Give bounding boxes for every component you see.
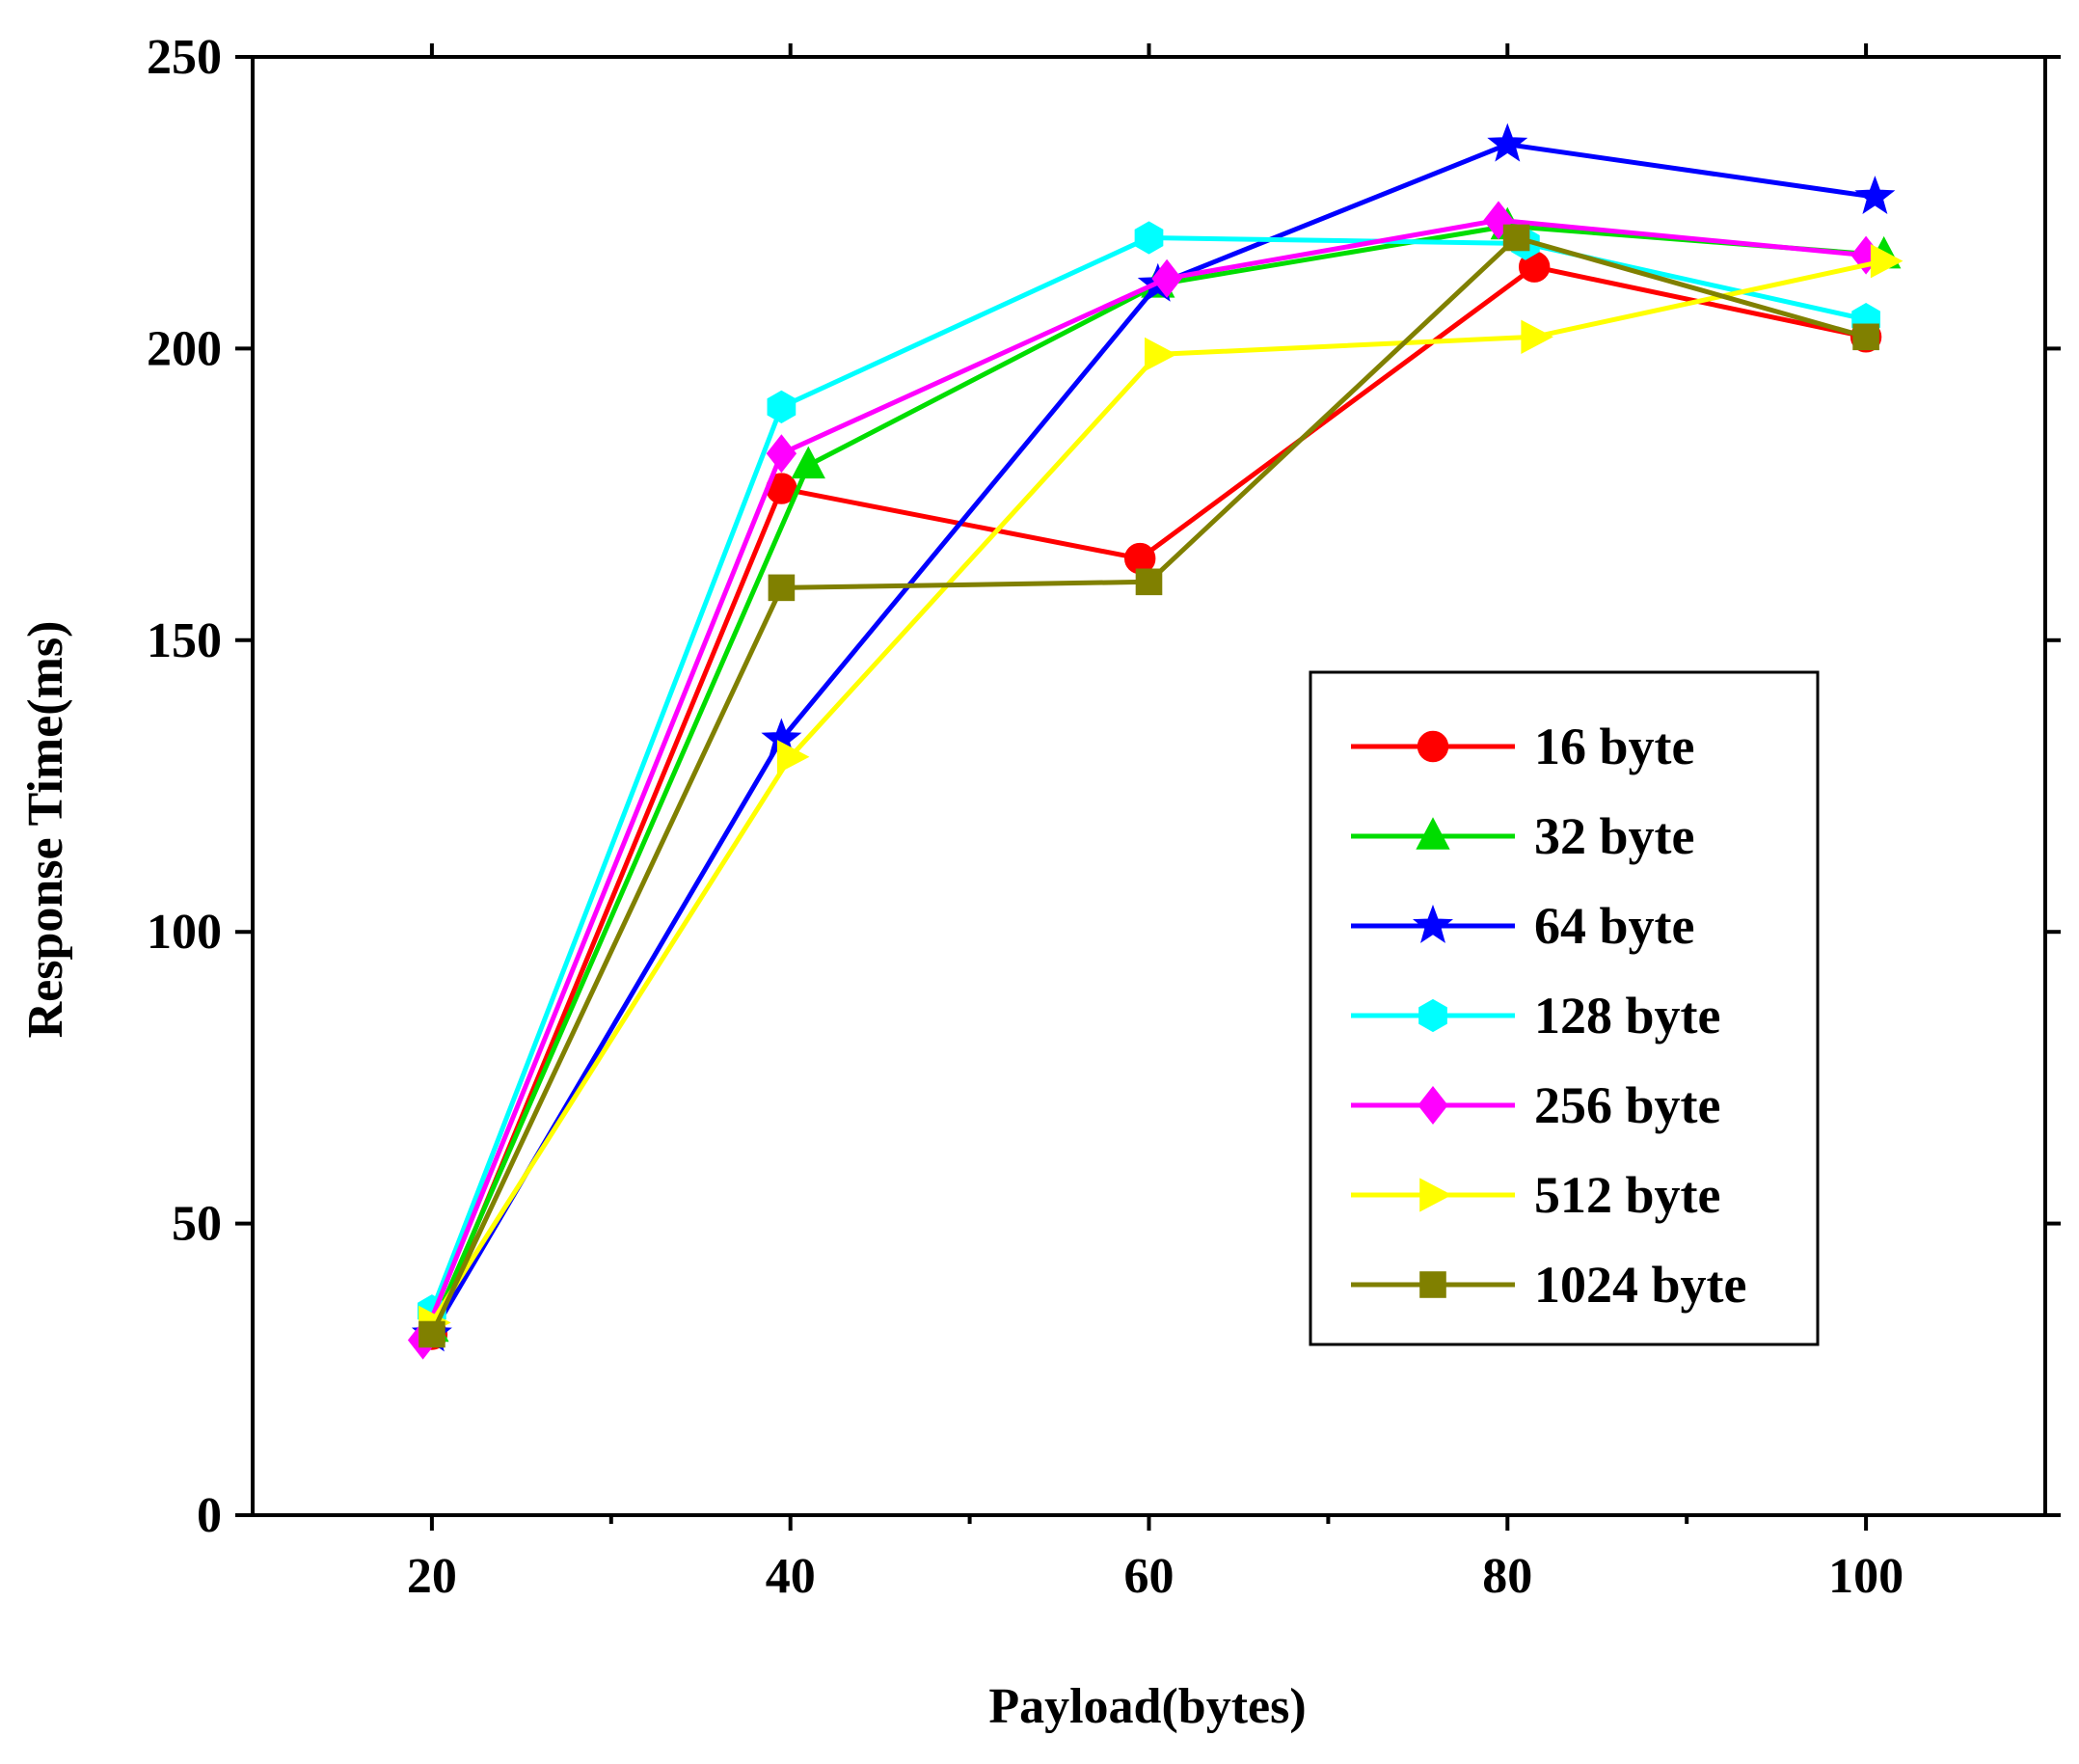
y-tick-label: 100 — [147, 905, 222, 960]
y-tick-label: 250 — [147, 30, 222, 85]
legend-marker — [1416, 817, 1450, 850]
legend-entry: 1024 byte — [1351, 1256, 1746, 1314]
legend-marker — [1417, 730, 1449, 763]
series-512-byte — [418, 244, 1904, 1341]
legend-label: 1024 byte — [1534, 1256, 1746, 1314]
data-point — [1854, 176, 1896, 215]
x-axis-title: Payload(bytes) — [988, 1679, 1306, 1734]
data-point — [1521, 319, 1553, 354]
data-point — [768, 574, 796, 602]
data-point — [791, 446, 825, 479]
data-point — [766, 434, 797, 474]
legend-marker — [1418, 998, 1447, 1033]
data-point — [1852, 323, 1879, 351]
legend-label: 64 byte — [1534, 897, 1694, 955]
data-point — [1134, 221, 1164, 255]
y-tick-label: 0 — [197, 1488, 222, 1543]
data-point — [1502, 224, 1530, 252]
legend-marker — [1412, 904, 1454, 943]
legend-entry: 64 byte — [1351, 897, 1694, 955]
legend-marker — [1418, 1085, 1448, 1126]
x-axis-ticks: 20 40 60 80 100 — [407, 43, 1904, 1604]
legend-label: 16 byte — [1534, 718, 1694, 775]
data-point — [1135, 568, 1163, 596]
series-256-byte — [407, 201, 1881, 1360]
data-point — [418, 1320, 446, 1348]
data-point — [1151, 258, 1182, 298]
data-point — [1144, 337, 1177, 372]
x-tick-label: 60 — [1124, 1549, 1174, 1604]
legend: 16 byte 32 byte 64 byte 128 byte 256 byte 512… — [1309, 670, 1820, 1346]
data-point — [767, 390, 796, 424]
x-tick-label: 40 — [766, 1549, 816, 1604]
data-point — [1870, 244, 1904, 279]
legend-entry: 128 byte — [1351, 987, 1720, 1045]
series-layer — [407, 122, 1904, 1360]
legend-entry: 512 byte — [1351, 1166, 1720, 1224]
y-tick-label: 200 — [147, 321, 222, 376]
legend-entry: 16 byte — [1351, 718, 1694, 775]
legend-entry: 256 byte — [1351, 1076, 1720, 1134]
legend-label: 512 byte — [1534, 1166, 1720, 1224]
series-1024-byte — [418, 224, 1879, 1348]
legend-marker — [1419, 1271, 1446, 1298]
x-tick-label: 80 — [1482, 1549, 1532, 1604]
x-tick-label: 20 — [407, 1549, 457, 1604]
y-tick-label: 50 — [172, 1197, 222, 1252]
data-point — [1487, 122, 1528, 162]
legend-label: 128 byte — [1534, 987, 1720, 1045]
y-tick-label: 150 — [147, 613, 222, 668]
data-point — [776, 740, 810, 774]
x-tick-label: 100 — [1828, 1549, 1904, 1604]
y-axis-ticks: 0 50 100 150 200 250 — [147, 30, 2061, 1543]
data-point — [1483, 201, 1514, 240]
legend-label: 32 byte — [1534, 807, 1694, 865]
y-axis-title: Response Time(ms) — [18, 621, 73, 1039]
legend-label: 256 byte — [1534, 1076, 1720, 1134]
legend-entry: 32 byte — [1351, 807, 1694, 865]
legend-box — [1309, 670, 1820, 1346]
legend-marker — [1419, 1178, 1452, 1212]
